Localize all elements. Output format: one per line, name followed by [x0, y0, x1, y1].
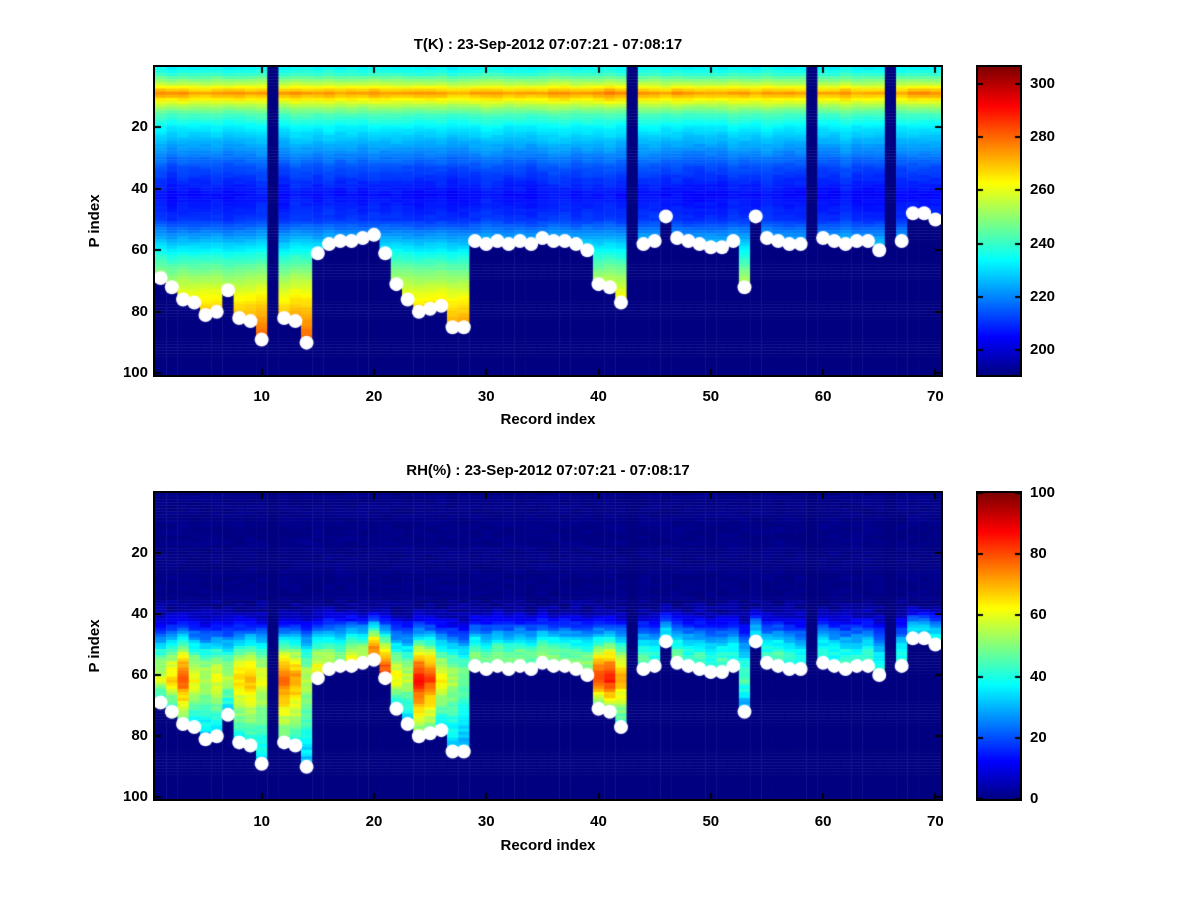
- x-tick-label: 70: [927, 388, 944, 405]
- temperature-y-axis-label: P index: [86, 194, 103, 248]
- humidity-colorbar: [976, 491, 1022, 801]
- y-tick-label: 20: [131, 118, 148, 136]
- colorbar-tick-label: 100: [1030, 484, 1056, 501]
- humidity-heatmap-canvas: [155, 493, 941, 799]
- colorbar-tick-label: 280: [1030, 128, 1056, 146]
- x-tick-label: 10: [253, 813, 270, 830]
- humidity-y-axis-label: P index: [86, 619, 103, 673]
- x-tick-label: 20: [365, 388, 383, 405]
- y-tick-label: 80: [131, 302, 148, 320]
- x-tick-label: 60: [814, 388, 832, 405]
- x-tick-label: 30: [477, 813, 495, 830]
- y-tick-label: 80: [131, 727, 148, 745]
- x-tick-label: 60: [814, 813, 832, 830]
- x-tick-label: 50: [702, 813, 720, 830]
- temperature-colorbar: [976, 65, 1022, 377]
- colorbar-tick-label: 20: [1030, 728, 1047, 746]
- colorbar-tick-label: 220: [1030, 287, 1056, 305]
- y-tick-label: 60: [131, 666, 148, 684]
- colorbar-tick-label: 80: [1030, 545, 1047, 563]
- x-tick-label: 50: [702, 388, 720, 405]
- temperature-x-axis-label: Record index: [500, 411, 596, 428]
- colorbar-tick-label: 200: [1030, 340, 1056, 358]
- x-tick-label: 10: [253, 388, 270, 405]
- x-tick-label: 70: [927, 813, 944, 830]
- y-tick-label: 100: [122, 788, 148, 806]
- humidity-colorbar-canvas: [978, 493, 1020, 799]
- x-tick-label: 40: [590, 813, 607, 830]
- colorbar-tick-label: 60: [1030, 606, 1047, 624]
- humidity-x-axis-label: Record index: [500, 837, 596, 854]
- temperature-heatmap-panel: [153, 65, 943, 377]
- y-tick-label: 60: [131, 241, 148, 259]
- colorbar-tick-label: 260: [1030, 181, 1056, 199]
- x-tick-label: 40: [590, 388, 607, 405]
- y-tick-label: 40: [131, 604, 148, 622]
- temperature-plot-title: T(K) : 23-Sep-2012 07:07:21 - 07:08:17: [413, 36, 683, 53]
- y-tick-label: 40: [131, 179, 148, 197]
- y-tick-label: 100: [122, 364, 148, 382]
- y-tick-label: 20: [131, 543, 148, 561]
- humidity-heatmap-panel: [153, 491, 943, 801]
- x-tick-label: 20: [365, 813, 383, 830]
- humidity-plot-title: RH(%) : 23-Sep-2012 07:07:21 - 07:08:17: [406, 462, 690, 479]
- temperature-heatmap-canvas: [155, 67, 941, 375]
- colorbar-tick-label: 300: [1030, 75, 1056, 93]
- temperature-colorbar-canvas: [978, 67, 1020, 375]
- x-tick-label: 30: [477, 388, 495, 405]
- colorbar-tick-label: 40: [1030, 667, 1047, 685]
- colorbar-tick-label: 240: [1030, 234, 1056, 252]
- colorbar-tick-label: 0: [1030, 790, 1039, 807]
